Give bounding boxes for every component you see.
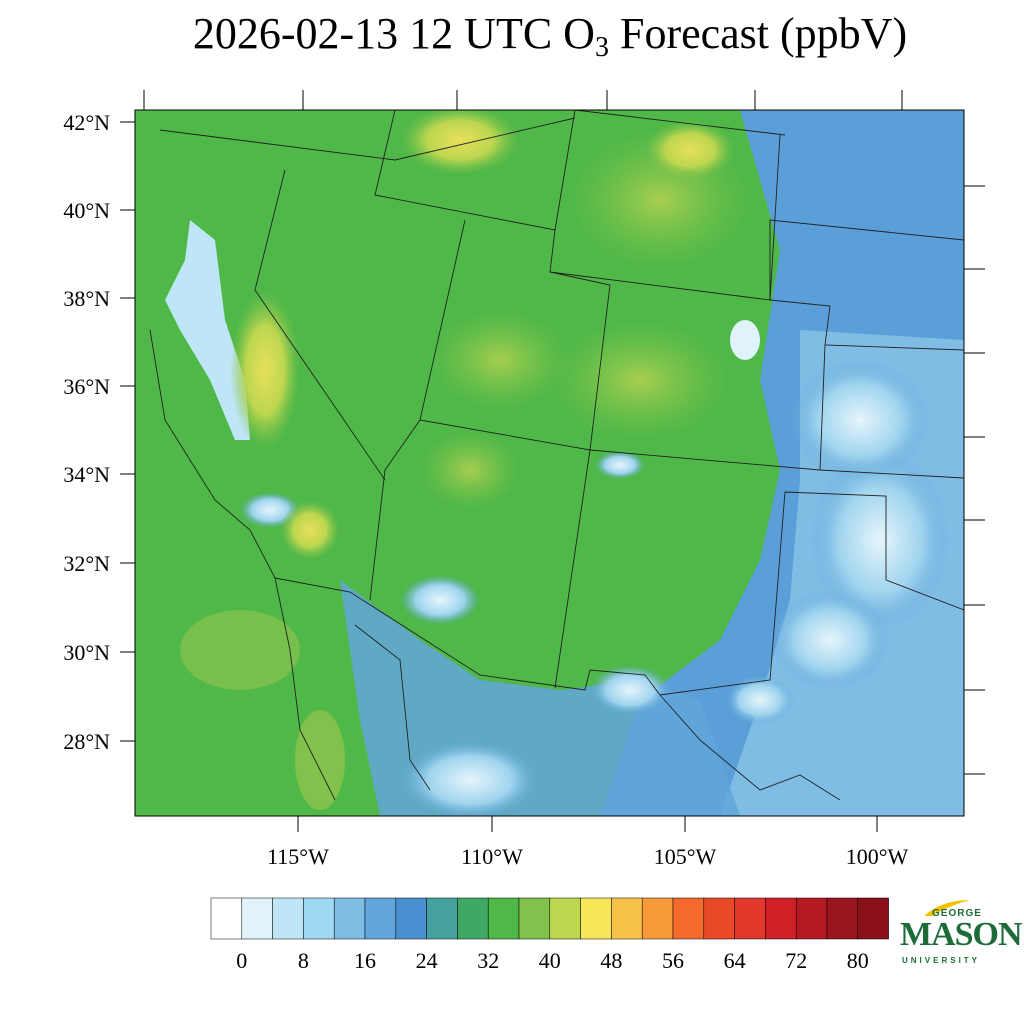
longitude-labels: 115°W 110°W 105°W 100°W — [267, 844, 908, 869]
lon-label-115: 115°W — [267, 844, 329, 869]
swoosh-icon — [924, 900, 970, 916]
colorbar-box — [734, 897, 766, 940]
colorbar-tick-label: 16 — [354, 948, 376, 973]
lat-label-40: 40°N — [63, 198, 110, 223]
colorbar-box — [426, 897, 458, 940]
lat-label-42: 42°N — [63, 110, 110, 135]
colorbar-box — [210, 897, 243, 940]
colorbar-box — [303, 897, 335, 940]
colorbar-tick-label: 32 — [477, 948, 499, 973]
map-frame — [134, 109, 965, 817]
latitude-labels: 42°N 40°N 38°N 36°N 34°N 32°N 30°N 28°N — [63, 110, 110, 754]
colorbar-tick-label: 56 — [662, 948, 684, 973]
logo-line2: MASON — [900, 916, 1023, 953]
colorbar-box — [795, 897, 828, 940]
colorbar-box — [611, 897, 643, 940]
colorbar-tick-label: 40 — [539, 948, 561, 973]
lat-label-36: 36°N — [63, 374, 110, 399]
colorbar-box — [580, 897, 612, 940]
lat-label-30: 30°N — [63, 640, 110, 665]
colorbar-box — [826, 897, 859, 940]
logo-line3: UNIVERSITY — [902, 956, 981, 965]
colorbar-box — [857, 897, 889, 940]
lon-label-105: 105°W — [654, 844, 717, 869]
lat-label-32: 32°N — [63, 551, 110, 576]
colorbar-box — [765, 897, 797, 940]
ozone-field — [135, 110, 964, 816]
lon-label-110: 110°W — [461, 844, 523, 869]
gmu-logo: GEORGE MASON UNIVERSITY — [900, 898, 1023, 968]
colorbar-box — [241, 897, 273, 940]
colorbar-box — [487, 897, 520, 940]
colorbar-box — [395, 897, 427, 940]
colorbar-tick-label: 64 — [724, 948, 746, 973]
colorbar-tick-label: 8 — [298, 948, 309, 973]
title-subscript: 3 — [594, 32, 609, 63]
lat-label-38: 38°N — [63, 286, 110, 311]
colorbar-box — [549, 897, 581, 940]
title-suffix: Forecast (ppbV) — [608, 9, 908, 58]
axis-ticks — [120, 90, 985, 832]
colorbar-labels: 0 8 16 24 32 40 48 56 64 72 80 — [236, 948, 869, 973]
lat-label-34: 34°N — [63, 462, 110, 487]
colorbar-tick-label: 24 — [416, 948, 438, 973]
lon-label-100: 100°W — [846, 844, 909, 869]
colorbar-tick-label: 0 — [236, 948, 247, 973]
colorbar-box — [703, 897, 735, 940]
logo-line1: GEORGE — [932, 908, 982, 919]
colorbar-box — [272, 897, 304, 940]
colorbar-box — [457, 897, 489, 940]
colorbar-box — [641, 897, 674, 940]
boundary-lines — [149, 110, 964, 801]
colorbar-tick-label: 72 — [785, 948, 807, 973]
colorbar-box — [333, 897, 366, 940]
colorbar-tick-label: 48 — [600, 948, 622, 973]
map-title: 2026-02-13 12 UTC O3 Forecast (ppbV) — [0, 8, 1024, 64]
colorbar-box — [518, 897, 551, 940]
colorbar-box — [364, 897, 397, 940]
colorbar-tick-label: 80 — [847, 948, 869, 973]
colorbar — [210, 897, 889, 940]
lat-label-28: 28°N — [63, 729, 110, 754]
title-prefix: 2026-02-13 12 UTC O — [192, 9, 595, 58]
colorbar-box — [672, 897, 705, 940]
